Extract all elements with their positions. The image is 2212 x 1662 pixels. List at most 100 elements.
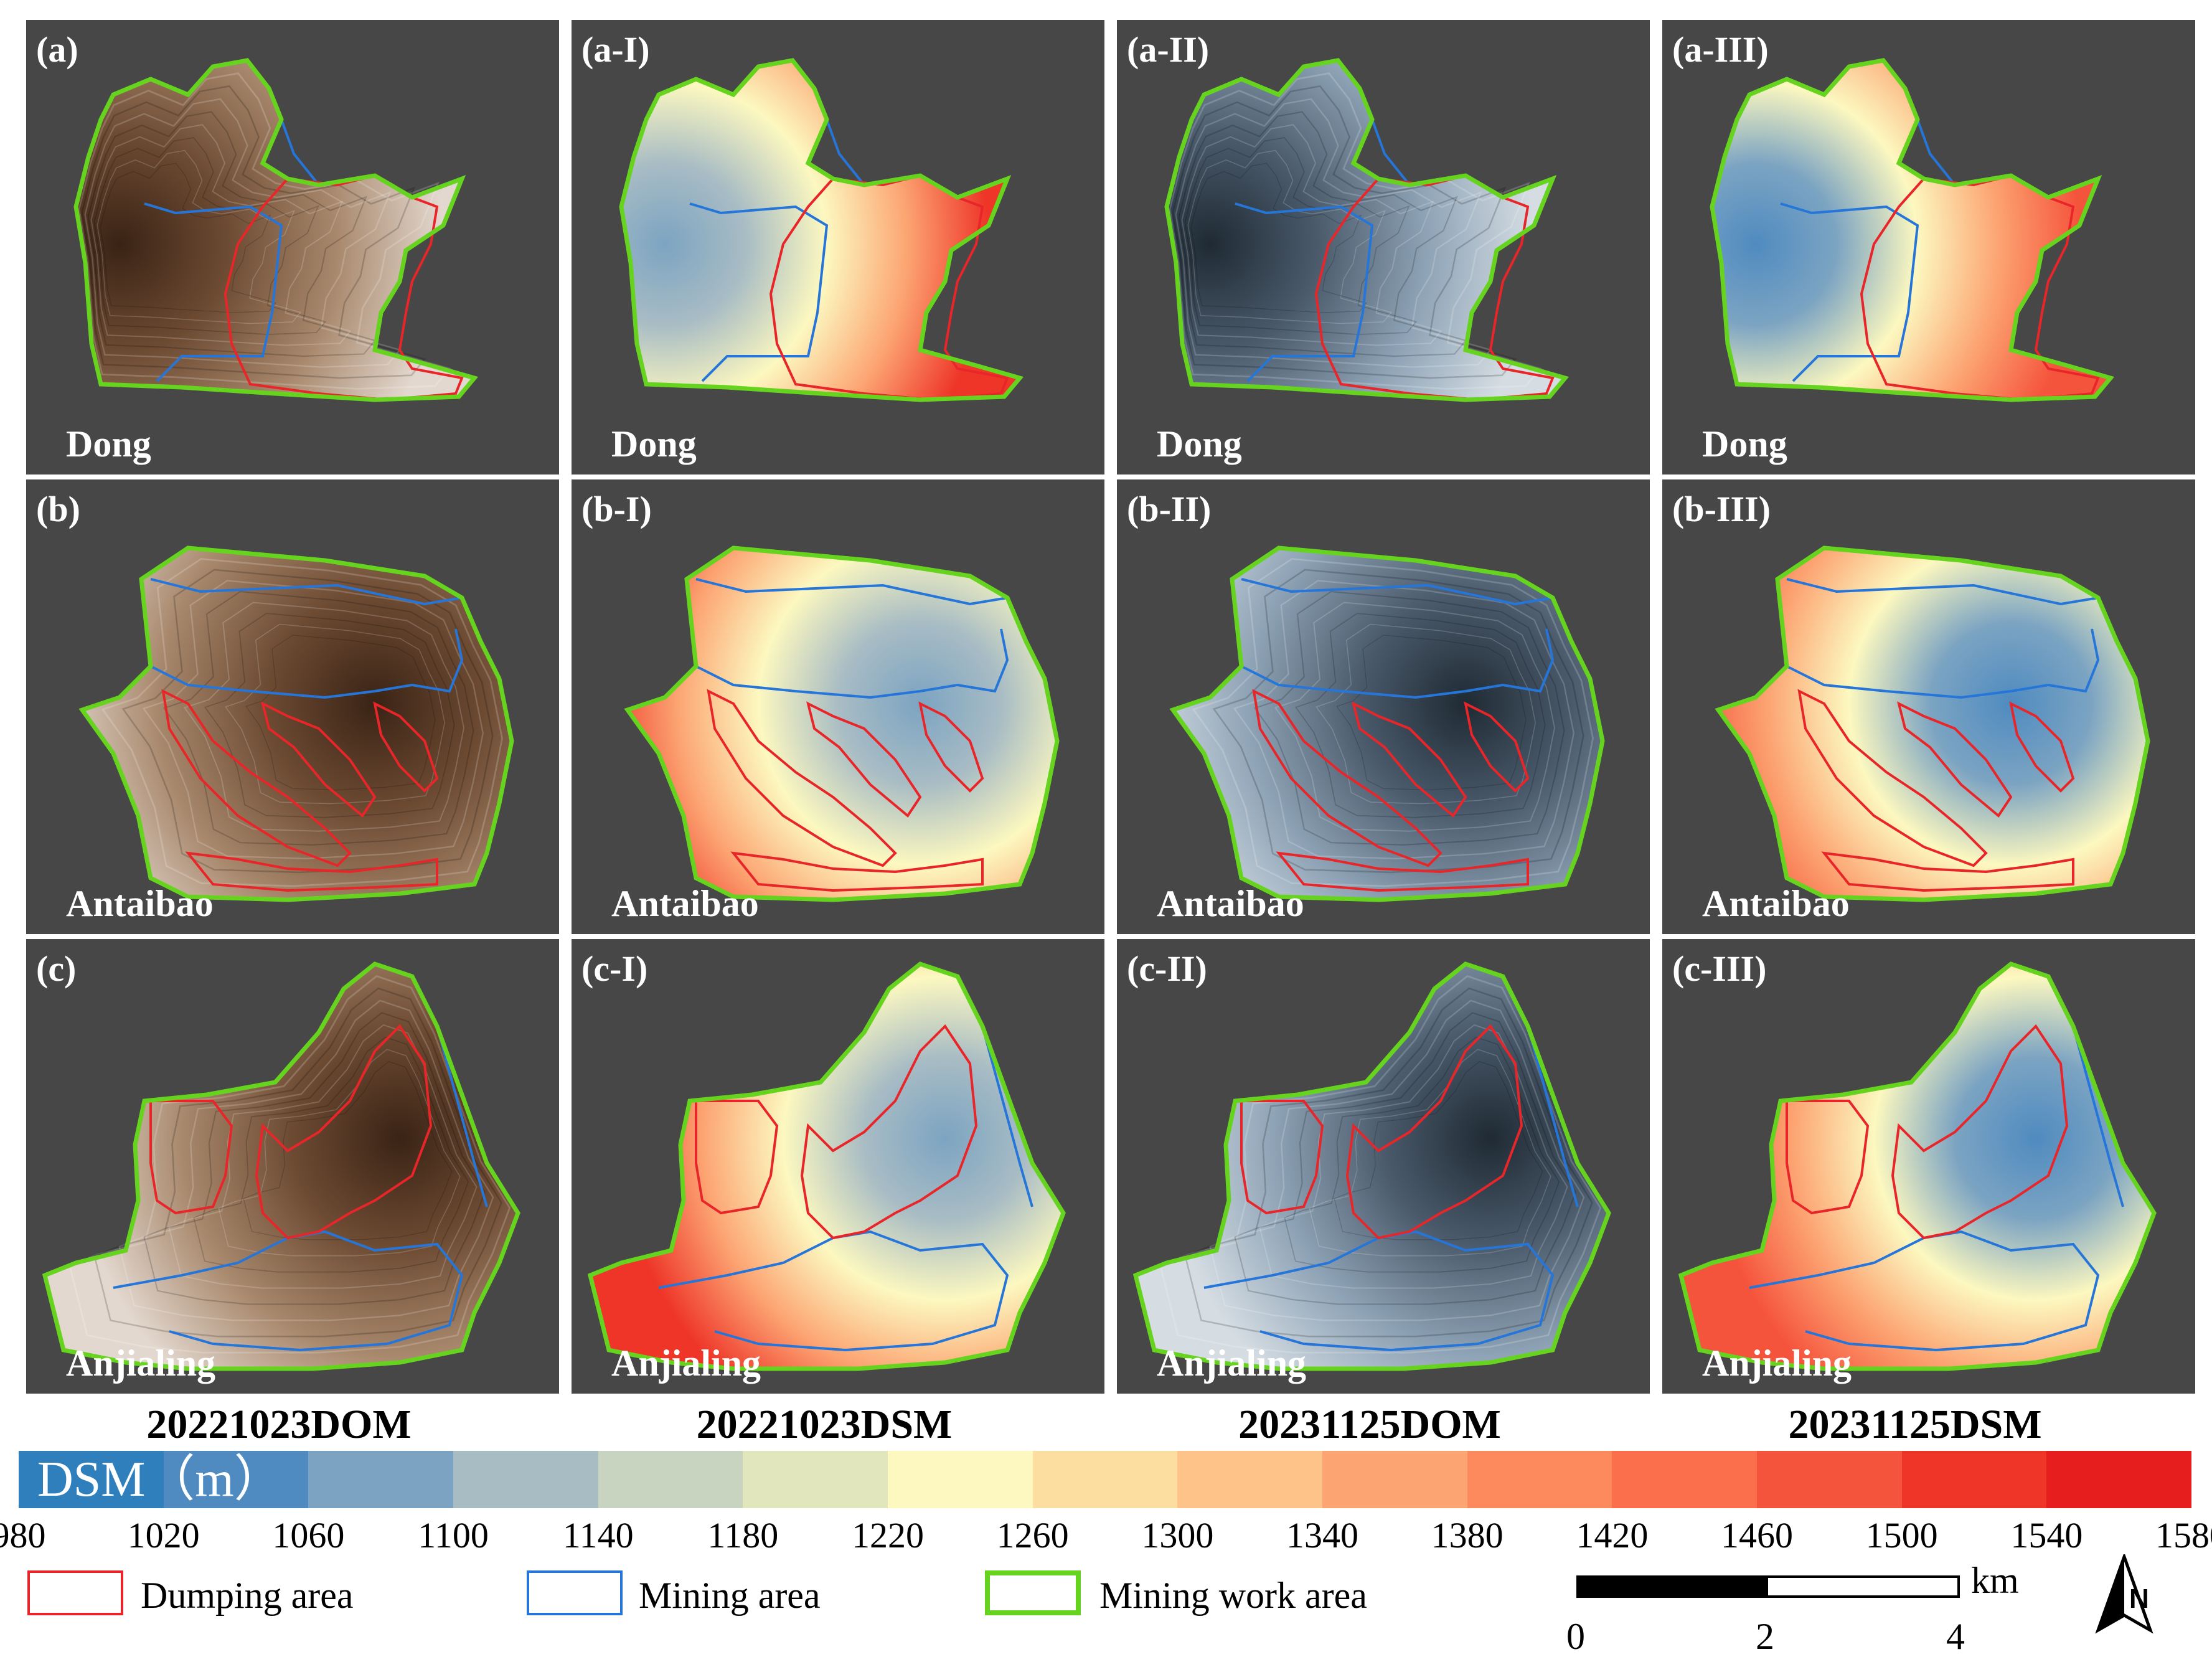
panel-label: (a-III) <box>1672 29 1769 70</box>
mining-work-area-boundary <box>624 545 1060 902</box>
bench-terrace <box>1274 602 1555 832</box>
dumping-area-boundary <box>1821 851 2074 892</box>
colorbar-tick-label: 1060 <box>272 1515 345 1556</box>
colorbar-tick-label: 1020 <box>127 1515 200 1556</box>
bench-terrace <box>78 72 451 390</box>
mining-area-boundary <box>1916 119 1956 186</box>
mining-area-boundary <box>658 1230 1009 1352</box>
mining-area-boundary <box>150 578 463 606</box>
mine-surface <box>1681 964 2154 1369</box>
dumping-area-boundary <box>730 851 984 892</box>
dumping-area-boundary <box>2009 701 2075 793</box>
colorbar-tick-label: 1380 <box>1431 1515 1504 1556</box>
bench-terrace <box>183 602 464 832</box>
bench-terrace <box>81 85 426 379</box>
mine-name: Dong <box>1702 423 1787 465</box>
colorbar-segment <box>1757 1451 1902 1508</box>
bench-terrace <box>100 163 276 313</box>
bench-terrace <box>1175 98 1492 368</box>
mining-area-boundary <box>1786 578 2099 606</box>
mining-work-area-boundary <box>1715 545 2150 902</box>
bench-terrace <box>93 987 502 1338</box>
panel-label: (b-I) <box>581 489 652 529</box>
dumping-area-boundary <box>1314 174 1555 402</box>
mine-map-anjialing <box>42 961 520 1371</box>
panel-label: (b-III) <box>1672 489 1771 529</box>
mining-area-boundary <box>1241 578 1553 606</box>
dumping-area-boundary <box>806 701 922 818</box>
bench-terrace <box>1172 85 1517 379</box>
map-panel-c-iii: (c-III) Anjialing <box>1662 939 2195 1394</box>
bench-terrace <box>87 111 377 357</box>
mining-area-boundary <box>144 202 283 382</box>
dumping-area-boundary <box>224 174 464 402</box>
north-arrow-icon: N <box>2095 1554 2153 1634</box>
bench-terrace <box>142 580 484 860</box>
mining-work-area-boundary <box>1169 545 1605 902</box>
panel-label: (b) <box>36 489 80 529</box>
panel-label: (c-III) <box>1672 948 1767 989</box>
colorbar-segment <box>1612 1451 1758 1508</box>
dumping-area-boundary <box>1276 851 1529 892</box>
north-label: N <box>2129 1584 2149 1614</box>
mining-area-boundary <box>695 628 1009 699</box>
mine-name: Anjialing <box>611 1343 761 1384</box>
dumping-area-label: Dumping area <box>141 1575 354 1616</box>
mining-area-swatch <box>527 1570 623 1615</box>
mining-work-area-boundary <box>1678 961 2157 1371</box>
colorbar-tick-label: 1220 <box>852 1515 924 1556</box>
mining-area-boundary <box>280 119 320 186</box>
mine-map-dong <box>73 58 479 402</box>
colorbar-title: DSM（m） <box>37 1452 284 1507</box>
bench-terrace <box>225 623 445 805</box>
mine-surface <box>590 964 1063 1369</box>
mine-surface <box>76 60 474 400</box>
mine-name: Anjialing <box>1702 1343 1852 1384</box>
colorbar-segment <box>2046 1451 2192 1508</box>
mining-area-boundary <box>1749 1230 2100 1352</box>
bench-terrace <box>96 149 302 324</box>
dumping-area-boundary <box>707 689 897 867</box>
panel-label: (c-I) <box>581 948 648 989</box>
mining-work-area-boundary <box>1132 961 1611 1371</box>
mine-surface <box>1136 964 1609 1369</box>
bench-terrace <box>1178 111 1467 357</box>
colorbar-tick-label: 1260 <box>996 1515 1069 1556</box>
dumping-area-boundary <box>1464 701 1530 793</box>
mine-surface <box>82 548 512 900</box>
colorbar-segment <box>1322 1451 1467 1508</box>
bench-terrace <box>121 569 494 874</box>
map-panel-a-ii: (a-II) Dong <box>1117 20 1650 475</box>
map-panel-a-iii: (a-III) Dong <box>1662 20 2195 475</box>
column-title-4: 20231125DSM <box>1788 1402 2042 1447</box>
mine-surface <box>1712 60 2111 400</box>
dumping-area-boundary <box>1240 1100 1324 1215</box>
dumping-area-swatch <box>27 1570 123 1615</box>
bench-terrace <box>193 1036 469 1273</box>
bench-terrace <box>168 1024 478 1289</box>
bench-terrace <box>1284 1036 1560 1273</box>
bench-terrace <box>1192 558 1594 887</box>
mine-surface <box>1718 548 2148 900</box>
colorbar-segment <box>19 1451 164 1508</box>
bench-terrace <box>204 613 455 818</box>
dumping-area-boundary <box>769 174 1009 402</box>
mining-work-area-boundary <box>587 961 1066 1371</box>
mining-work-area-boundary <box>42 961 520 1371</box>
colorbar-segment <box>1032 1451 1178 1508</box>
scale-unit: km <box>1971 1560 2019 1601</box>
colorbar-tick-label: 1580 <box>2155 1515 2212 1556</box>
colorbar-segment <box>1901 1451 2047 1508</box>
panel-label: (a-II) <box>1127 29 1210 70</box>
mining-area-boundary <box>1203 1230 1555 1352</box>
map-panel-b-iii: (b-III) Antaibao <box>1662 479 2195 934</box>
panel-label: (c-II) <box>1127 948 1207 989</box>
colorbar-segment <box>743 1451 888 1508</box>
colorbar-tick-label: 1340 <box>1286 1515 1358 1556</box>
scale-bar <box>1576 1575 1960 1598</box>
mining-area-boundary <box>1786 628 2100 699</box>
column-title-1: 20221023DOM <box>146 1402 412 1447</box>
mining-work-area-boundary <box>1710 58 2115 402</box>
colorbar-tick-label: 1500 <box>1865 1515 1938 1556</box>
panel-label: (a-I) <box>581 29 650 70</box>
